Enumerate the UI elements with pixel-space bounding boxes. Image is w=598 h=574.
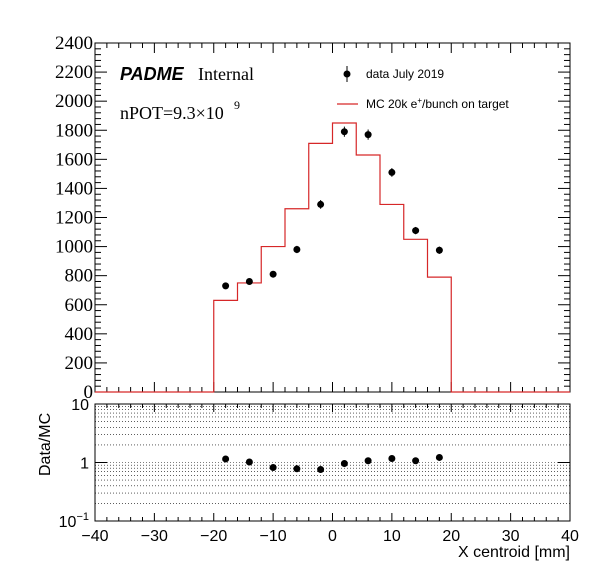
ratio-x-tick-label: −40 bbox=[81, 528, 108, 545]
top-plot-frame bbox=[94, 42, 571, 393]
legend-mc-sup: + bbox=[417, 96, 422, 105]
data-point bbox=[435, 246, 443, 254]
ratio-point bbox=[222, 455, 230, 463]
npot-label: nPOT=9.3×10 bbox=[120, 103, 224, 123]
top-y-tick-label: 2000 bbox=[55, 91, 93, 112]
top-y-tick-label: 600 bbox=[65, 295, 94, 316]
brand-suffix-label: Internal bbox=[198, 64, 254, 84]
ratio-y-tick-base: 10 bbox=[59, 514, 77, 531]
mc-histogram bbox=[95, 122, 570, 393]
data-point bbox=[245, 277, 253, 285]
legend: data July 2019 MC 20k e+/bunch on target bbox=[337, 66, 509, 111]
ratio-point bbox=[412, 457, 420, 465]
top-y-tick-label: 1400 bbox=[55, 178, 93, 199]
legend-data-label: data July 2019 bbox=[366, 67, 444, 81]
top-y-axis: 0 200 400 600 800 1000 1200 1400 1600 1800 2000 220… bbox=[55, 33, 107, 403]
mc-histogram-line bbox=[95, 122, 570, 393]
x-axis-title: X centroid [mm] bbox=[458, 544, 570, 561]
data-points bbox=[222, 126, 443, 290]
legend-data-marker bbox=[343, 70, 351, 78]
top-y-tick-label: 200 bbox=[65, 353, 94, 374]
ratio-point bbox=[340, 460, 348, 468]
legend-mc-label: MC 20k e+/bunch on target bbox=[366, 96, 509, 111]
data-point bbox=[317, 200, 325, 208]
top-y-tick-label: 1200 bbox=[55, 208, 93, 229]
data-point bbox=[364, 131, 372, 139]
top-y-tick-label: 1800 bbox=[55, 120, 93, 141]
data-point bbox=[269, 270, 277, 278]
ratio-grid bbox=[95, 403, 570, 522]
ratio-point bbox=[388, 455, 396, 463]
ratio-x-tick-label: 10 bbox=[383, 528, 401, 545]
ratio-x-tick-label: −20 bbox=[200, 528, 227, 545]
top-y-tick-label: 1000 bbox=[55, 237, 93, 258]
ratio-x-tick-label: −10 bbox=[260, 528, 287, 545]
data-point bbox=[222, 282, 230, 290]
top-top-ticks bbox=[94, 43, 571, 53]
ratio-point bbox=[317, 465, 325, 473]
top-y-tick-label: 0 bbox=[84, 382, 94, 403]
ratio-point bbox=[245, 458, 253, 466]
ratio-y-tick-exp: −1 bbox=[76, 511, 89, 523]
ratio-x-tick-label: 20 bbox=[442, 528, 460, 545]
data-point bbox=[412, 227, 420, 235]
legend-mc-suffix: /bunch on target bbox=[422, 97, 509, 111]
ratio-x-tick-label: −30 bbox=[141, 528, 168, 545]
top-y-tick-label: 400 bbox=[65, 324, 94, 345]
brand-label: PADME bbox=[120, 64, 185, 84]
ratio-point bbox=[435, 453, 443, 461]
ratio-y-tick-label: 10 bbox=[71, 397, 89, 414]
legend-mc-prefix: MC 20k e bbox=[366, 97, 418, 111]
ratio-point bbox=[364, 457, 372, 465]
npot-exponent: 9 bbox=[234, 98, 240, 112]
top-bottom-ticks bbox=[94, 382, 571, 392]
ratio-point bbox=[293, 465, 301, 473]
data-point bbox=[388, 168, 396, 176]
ratio-point bbox=[269, 464, 277, 472]
ratio-points bbox=[222, 453, 443, 473]
ratio-y-axis-title: Data/MC bbox=[37, 413, 54, 476]
ratio-x-tick-label: 30 bbox=[502, 528, 520, 545]
ratio-x-tick-label: 0 bbox=[328, 528, 337, 545]
ratio-y-tick-label: 1 bbox=[80, 456, 89, 473]
top-y-tick-label: 2400 bbox=[55, 33, 93, 54]
ratio-y-tick-label: 10−1 bbox=[59, 511, 89, 531]
ratio-x-tick-label: 40 bbox=[561, 528, 579, 545]
top-y-tick-label: 2200 bbox=[55, 62, 93, 83]
top-y-tick-label: 1600 bbox=[55, 149, 93, 170]
top-y-tick-label: 800 bbox=[65, 266, 94, 287]
data-point bbox=[340, 128, 348, 136]
ratio-x-axis: −40 −30 −20 −10 0 10 20 30 40 bbox=[81, 404, 579, 545]
top-right-ticks bbox=[558, 42, 570, 393]
data-point bbox=[293, 245, 301, 253]
